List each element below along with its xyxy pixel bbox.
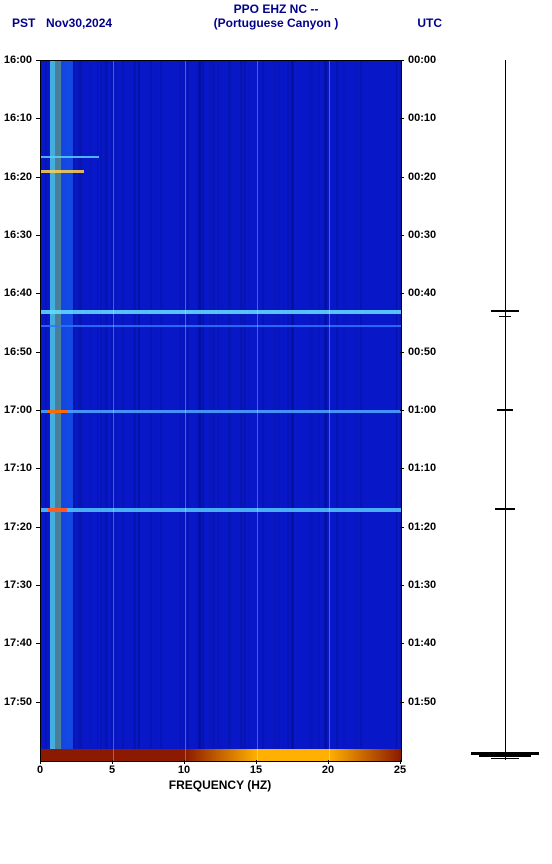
spectrogram-figure: PPO EHZ NC -- PST Nov30,2024 (Portuguese…	[0, 0, 552, 864]
y-left-tick-label: 17:00	[4, 404, 32, 416]
y-right-tick-label: 00:10	[408, 112, 436, 124]
gridline	[329, 61, 330, 761]
spectrogram-event	[41, 156, 99, 158]
spectrogram-event	[41, 410, 401, 413]
x-tick-label: 10	[178, 764, 190, 776]
gridline	[185, 61, 186, 761]
y-left-tick-label: 16:10	[4, 112, 32, 124]
y-right-tick-label: 01:20	[408, 521, 436, 533]
y-left-tick-label: 17:50	[4, 696, 32, 708]
y-right-tick-label: 00:00	[408, 54, 436, 66]
spectrogram-event	[41, 508, 401, 512]
amplitude-trace	[470, 60, 540, 760]
amplitude-event	[479, 755, 531, 757]
y-left-tick-label: 16:40	[4, 287, 32, 299]
gridline	[113, 61, 114, 761]
spectrogram-event	[41, 310, 401, 314]
x-tick-label: 25	[394, 764, 406, 776]
gridline	[257, 61, 258, 761]
y-right-tick-label: 00:20	[408, 171, 436, 183]
amplitude-event	[499, 316, 511, 317]
x-tick-label: 0	[37, 764, 43, 776]
y-right-tick-label: 01:10	[408, 462, 436, 474]
y-left-tick-label: 16:30	[4, 229, 32, 241]
y-left-tick-label: 16:20	[4, 171, 32, 183]
x-axis-label: FREQUENCY (HZ)	[40, 778, 400, 792]
amplitude-event	[495, 508, 515, 510]
amplitude-event	[497, 409, 513, 411]
y-left-tick-label: 17:10	[4, 462, 32, 474]
y-right-tick-label: 01:50	[408, 696, 436, 708]
y-right-tick-label: 00:50	[408, 346, 436, 358]
y-left-tick-label: 17:30	[4, 579, 32, 591]
spectrogram-event	[41, 325, 401, 327]
spectrogram-plot	[40, 60, 402, 762]
bottom-saturation-band	[41, 749, 401, 761]
y-right-tick-label: 01:30	[408, 579, 436, 591]
y-axis-right-ticks: 00:0000:1000:2000:3000:4000:5001:0001:10…	[406, 60, 456, 760]
y-right-tick-label: 00:30	[408, 229, 436, 241]
y-left-tick-label: 17:40	[4, 637, 32, 649]
station-label: (Portuguese Canyon )	[0, 16, 552, 30]
chart-title: PPO EHZ NC --	[0, 2, 552, 16]
y-left-tick-label: 16:00	[4, 54, 32, 66]
x-tick-label: 20	[322, 764, 334, 776]
x-tick-label: 5	[109, 764, 115, 776]
utc-label: UTC	[417, 16, 442, 30]
y-right-tick-label: 01:00	[408, 404, 436, 416]
y-axis-left-ticks: 16:0016:1016:2016:3016:4016:5017:0017:10…	[0, 60, 34, 760]
y-right-tick-label: 01:40	[408, 637, 436, 649]
x-tick-label: 15	[250, 764, 262, 776]
y-right-tick-label: 00:40	[408, 287, 436, 299]
amplitude-event	[491, 310, 519, 312]
amplitude-event	[491, 758, 519, 759]
spectrogram-event	[41, 170, 84, 173]
y-left-tick-label: 17:20	[4, 521, 32, 533]
y-left-tick-label: 16:50	[4, 346, 32, 358]
